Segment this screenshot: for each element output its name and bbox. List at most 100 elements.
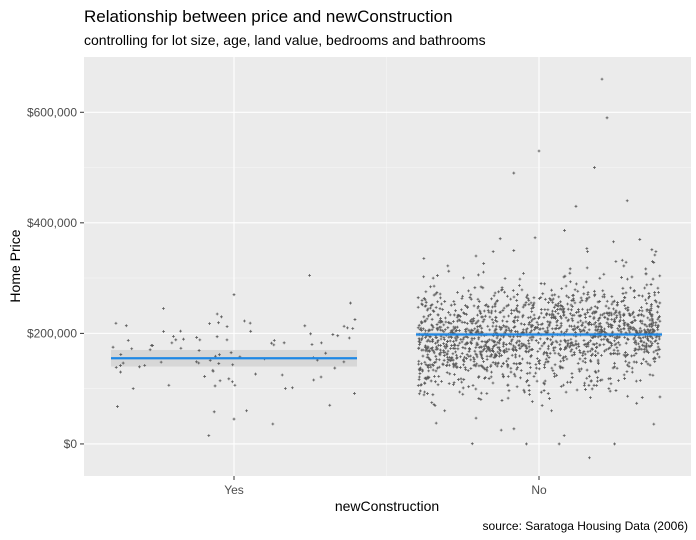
data-point [589,360,593,364]
data-point [624,291,628,295]
data-point [439,351,443,355]
data-point [427,356,431,360]
data-point [549,338,553,342]
y-tick-label: $600,000 [27,105,77,119]
data-point [553,293,557,297]
data-point [538,337,542,341]
data-point [622,327,626,331]
data-point [468,296,472,299]
data-point [417,392,421,396]
data-point [528,371,532,375]
data-point [560,287,564,291]
data-point [474,352,478,356]
data-point [565,294,569,298]
data-point [489,365,493,368]
data-point [634,347,638,351]
data-point [454,329,458,333]
data-point [652,422,656,426]
data-point [565,328,569,332]
data-point [587,323,591,327]
data-point [650,341,654,345]
data-point [613,442,616,446]
data-point [618,320,622,323]
data-point [515,304,519,308]
data-point [624,355,627,359]
data-point [554,317,557,320]
data-point [574,204,578,208]
data-point [271,422,275,426]
data-point [490,338,494,342]
data-point [473,327,477,331]
data-point [536,349,540,353]
data-point [641,343,644,347]
data-point [521,313,525,317]
data-point [613,336,617,339]
data-point [559,314,562,318]
data-point [463,355,467,359]
data-point [594,354,598,357]
data-point [543,382,546,386]
data-point [507,303,510,307]
data-point [651,318,654,322]
data-point [583,381,587,385]
data-point [554,327,558,330]
data-point [644,360,648,364]
data-point [459,377,463,381]
data-point [630,312,634,316]
data-point [582,343,586,347]
data-point [534,371,538,375]
data-point [575,311,578,314]
data-point [562,308,565,312]
data-point [434,306,438,309]
data-point [650,325,654,329]
data-point [527,342,531,345]
data-point [582,328,586,332]
data-point [254,372,257,376]
data-point [622,299,626,303]
data-point [562,359,566,362]
data-point [552,372,556,375]
data-point [588,396,592,400]
data-point [469,293,473,297]
data-point [471,384,475,387]
data-point [612,307,615,311]
data-point [445,363,449,367]
data-point [633,295,636,299]
data-point [486,308,490,312]
data-point [195,360,198,364]
data-point [452,325,456,329]
data-point [488,354,492,358]
data-point [596,362,600,365]
data-point [443,350,447,354]
data-point [610,342,613,346]
data-point [599,313,603,317]
data-point [440,320,444,324]
data-point [477,364,481,368]
data-point [507,328,511,332]
data-point [654,339,658,342]
data-point [417,346,421,350]
data-point [646,337,650,340]
data-point [596,306,599,310]
data-point [423,298,427,302]
data-point [436,328,440,332]
data-point [649,304,653,308]
data-point [462,378,466,381]
data-point [656,317,660,321]
x-tick-label: Yes [224,483,244,497]
data-point [546,308,550,312]
data-point [642,344,646,348]
data-point [443,328,447,332]
data-point [574,282,578,286]
data-point [512,362,516,365]
data-point [575,343,579,346]
data-point [270,341,273,345]
data-point [592,311,596,315]
data-point [444,342,448,346]
data-point [435,326,439,330]
data-point [612,348,616,352]
data-point [351,327,355,330]
data-point [559,316,563,320]
data-point [608,377,612,380]
data-point [473,363,477,367]
